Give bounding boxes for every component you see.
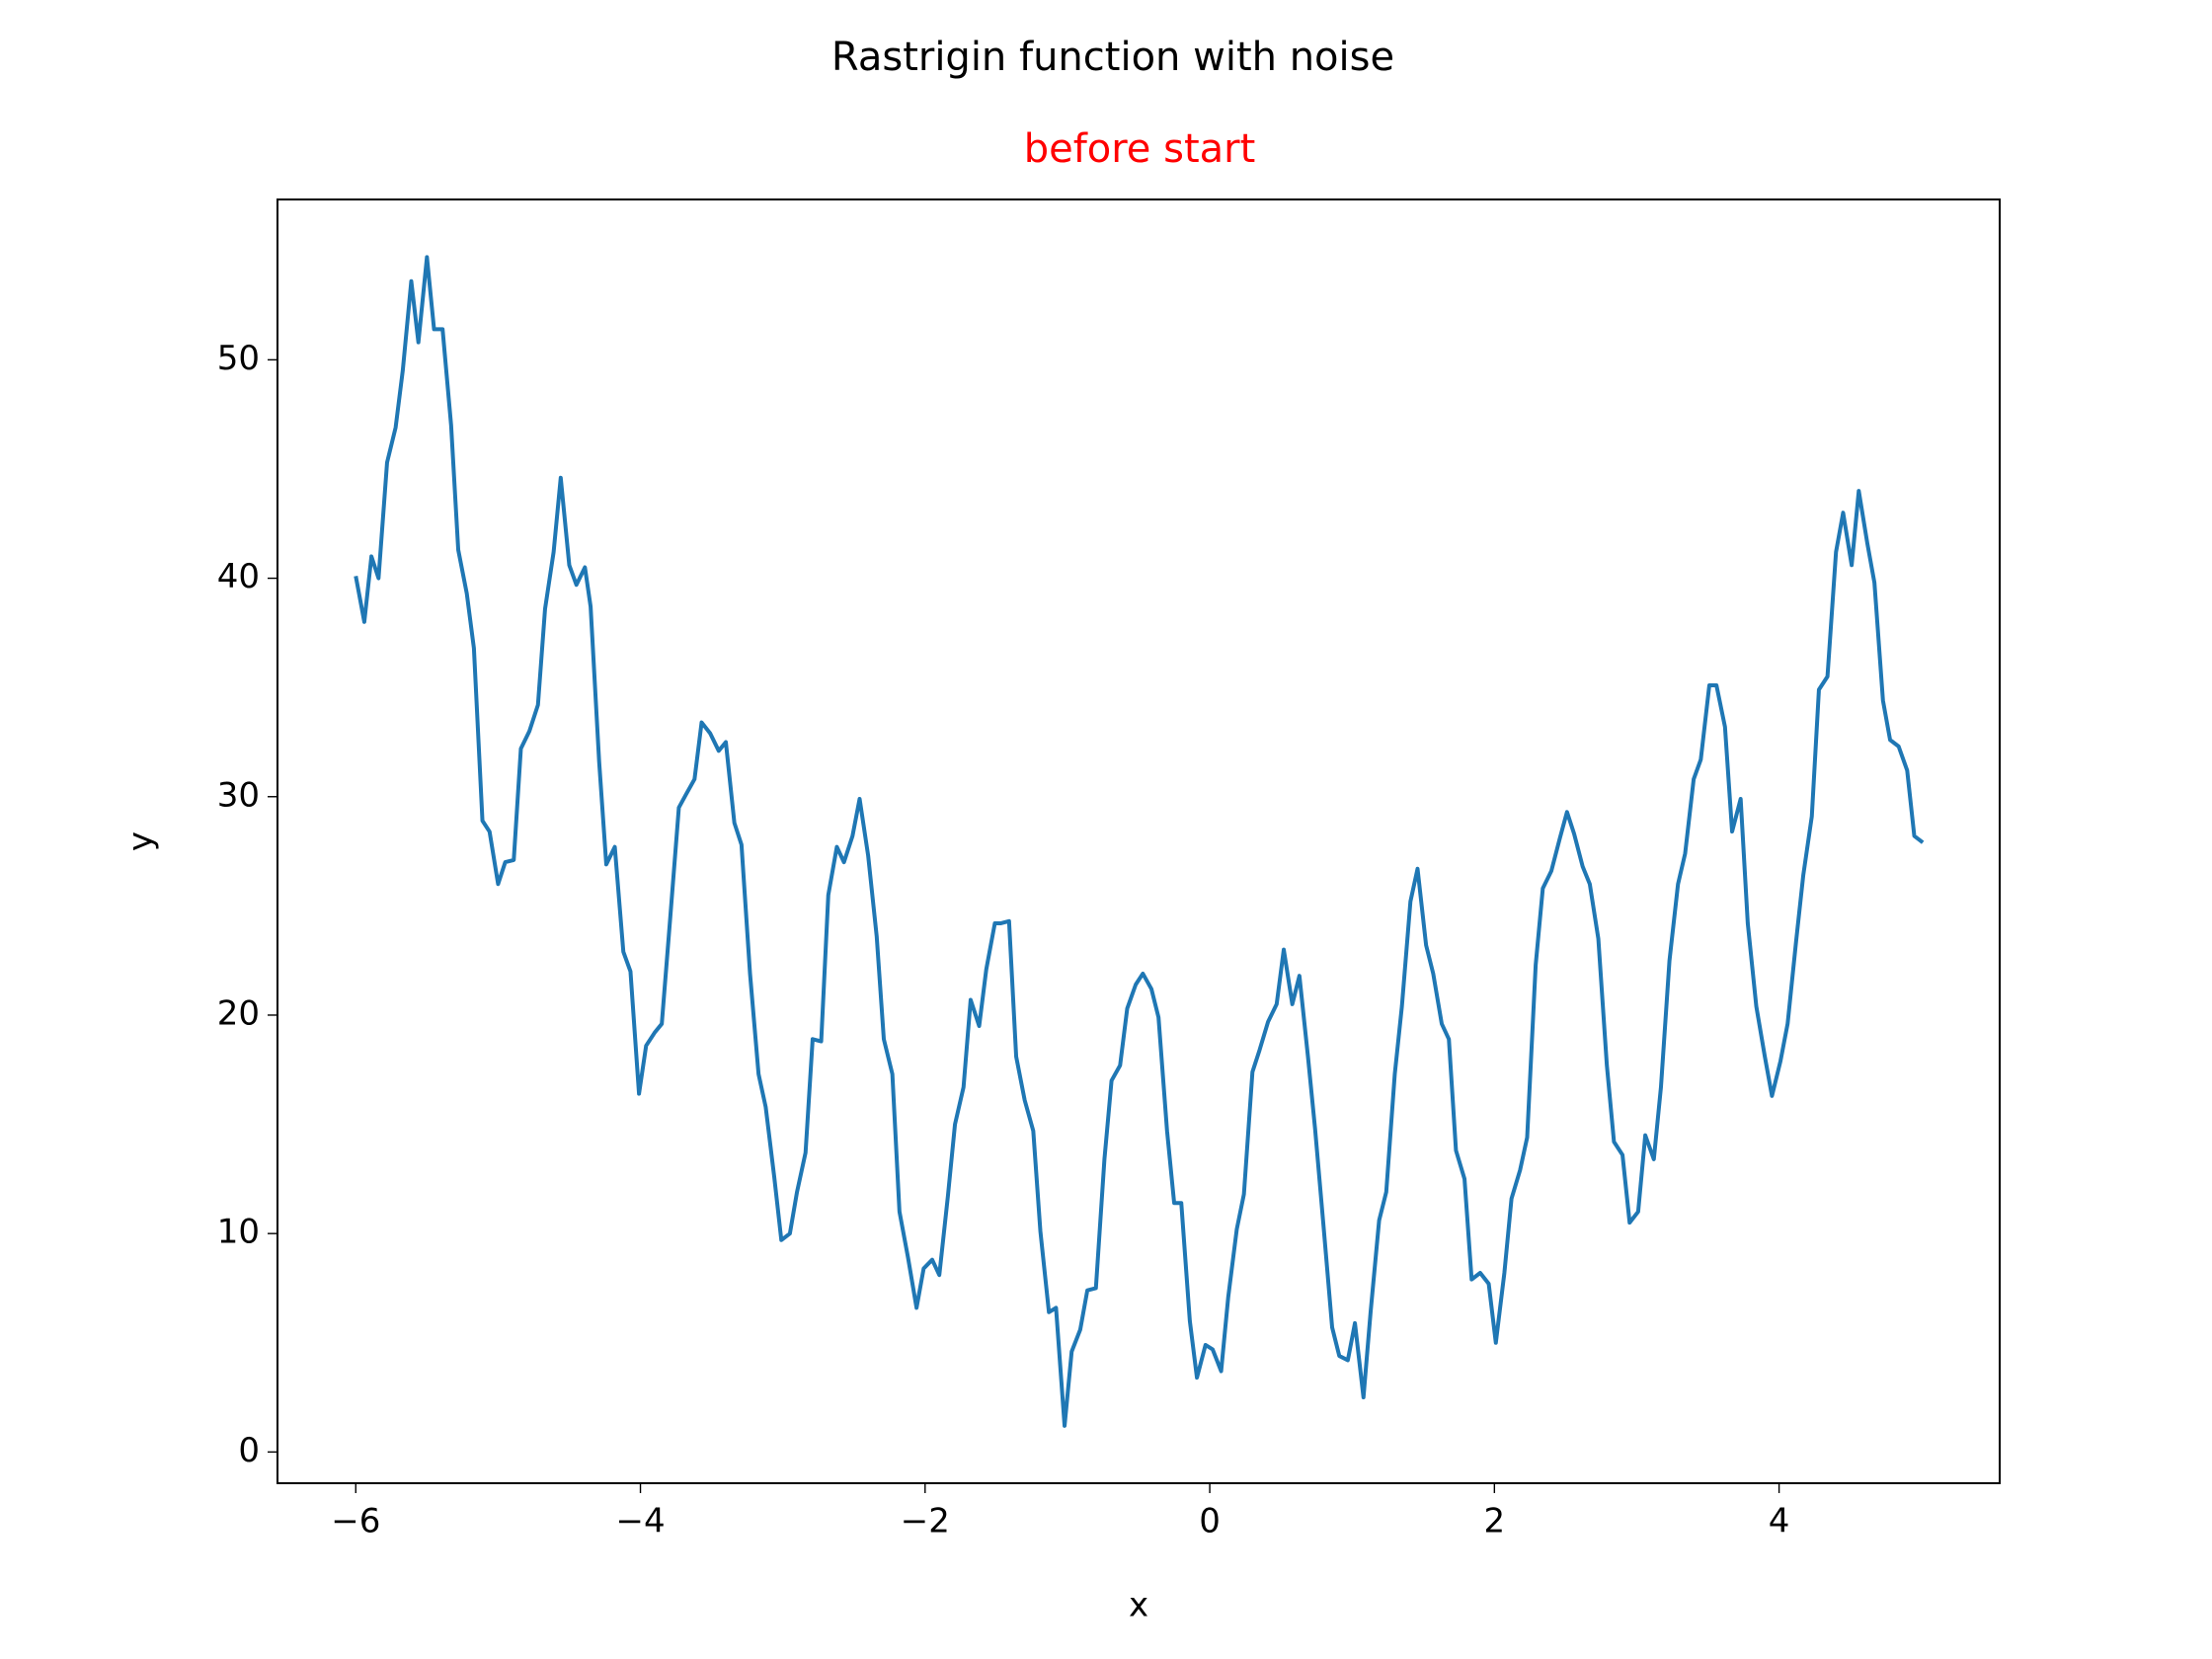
y-tick-label: 30 [217,775,260,815]
y-tick-label: 20 [217,993,260,1033]
x-tick-label: 2 [1484,1502,1506,1541]
data-line [354,255,1925,1428]
x-tick-label: −6 [331,1502,380,1541]
y-axis-label: y [121,831,161,851]
x-axis-label: x [1129,1586,1148,1625]
y-tick-label: 0 [238,1431,260,1470]
y-tick-label: 10 [217,1213,260,1252]
x-tick-label: −2 [901,1502,950,1541]
plot-frame [276,198,2001,1484]
y-tick-label: 50 [217,339,260,378]
chart-title: Rastrigin function with noise [831,35,1394,80]
chart-subtitle: before start [1024,126,1256,172]
x-tick-label: 4 [1769,1502,1790,1541]
y-tick-label: 40 [217,557,260,596]
x-tick-label: 0 [1199,1502,1221,1541]
x-tick-label: −4 [615,1502,665,1541]
